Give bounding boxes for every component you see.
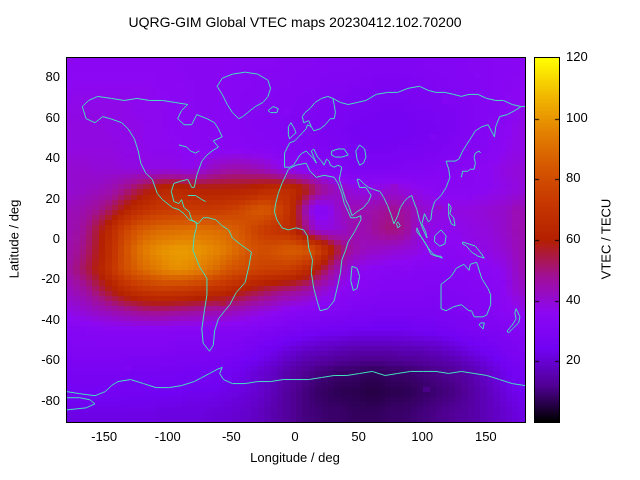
xtick-label: 0	[291, 429, 299, 444]
plot-frame	[66, 57, 526, 423]
ytick-label: -20	[41, 271, 60, 287]
ytick-label: 20	[45, 190, 60, 206]
cbtick-label: 120	[566, 49, 588, 64]
cbtick-label: 20	[566, 352, 581, 368]
xtick-label: -100	[154, 429, 181, 444]
xtick-label: 150	[474, 429, 497, 444]
ytick-label: 40	[45, 150, 60, 166]
xtick-label: -50	[221, 429, 241, 444]
ytick-label: -80	[41, 392, 60, 408]
xtick-label: 100	[411, 429, 434, 444]
vtec-heatmap-canvas	[67, 58, 525, 422]
xtick-label: -150	[91, 429, 118, 444]
xtick-label: 50	[351, 429, 366, 444]
colorbar-frame	[534, 57, 560, 423]
ytick-label: 60	[45, 109, 60, 125]
cbtick-label: 40	[566, 291, 581, 307]
cbtick-label: 80	[566, 170, 581, 186]
ytick-label: -60	[41, 352, 60, 368]
cbtick-label: 60	[566, 231, 581, 246]
chart-title: UQRG-GIM Global VTEC maps 20230412.102.7…	[128, 14, 462, 30]
cbtick-label: 100	[566, 109, 588, 125]
ytick-label: 0	[52, 231, 60, 246]
colorbar-canvas	[535, 58, 559, 422]
ytick-label: -40	[41, 311, 60, 327]
ytick-label: 80	[45, 69, 60, 85]
x-axis-label: Longitude / deg	[250, 450, 340, 465]
